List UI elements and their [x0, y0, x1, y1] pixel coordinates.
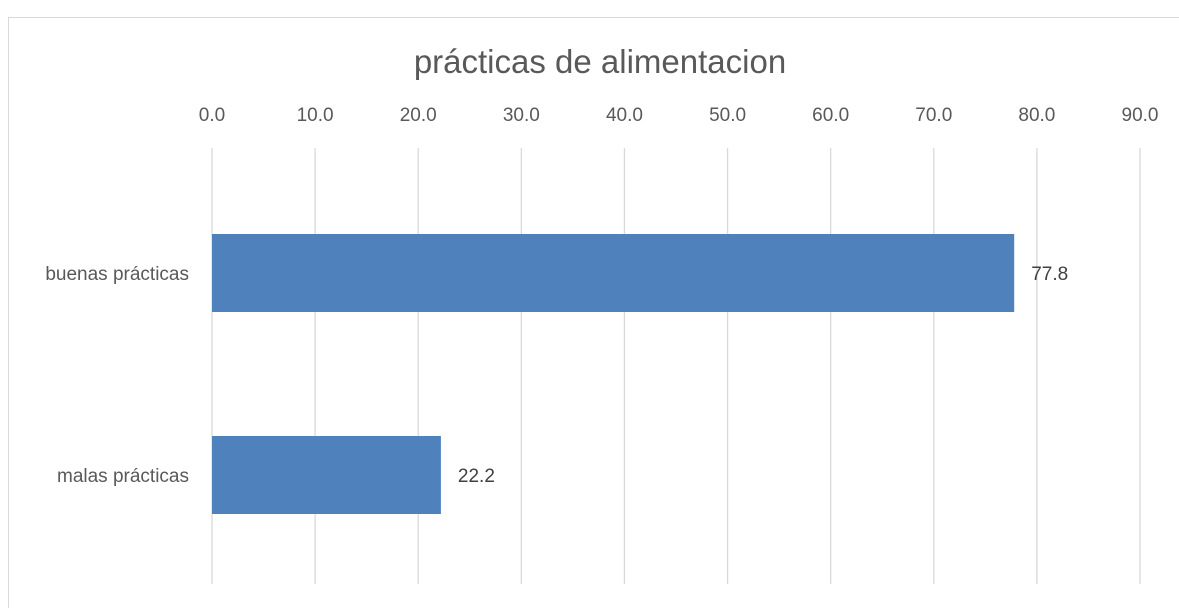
data-label: 22.2 — [458, 466, 495, 487]
x-tick-label: 30.0 — [503, 105, 540, 126]
category-label: buenas prácticas — [45, 264, 189, 285]
x-tick-label: 70.0 — [915, 105, 952, 126]
x-tick-label: 60.0 — [812, 105, 849, 126]
x-tick-label: 90.0 — [1122, 105, 1159, 126]
category-labels: buenas prácticas malas prácticas — [45, 264, 189, 487]
x-tick-label: 50.0 — [709, 105, 746, 126]
data-label: 77.8 — [1031, 264, 1068, 285]
bar-buenas-practicas — [212, 234, 1015, 312]
category-label: malas prácticas — [57, 466, 189, 487]
chart-frame — [8, 17, 1179, 608]
x-tick-label: 40.0 — [606, 105, 643, 126]
bar-malas-practicas — [212, 436, 441, 514]
gridlines — [211, 148, 1141, 584]
x-tick-label: 10.0 — [297, 105, 334, 126]
data-labels: 77.8 22.2 — [458, 264, 1068, 487]
chart-title: prácticas de alimentacion — [414, 43, 786, 80]
x-tick-label: 80.0 — [1018, 105, 1055, 126]
x-tick-label: 20.0 — [400, 105, 437, 126]
x-tick-label: 0.0 — [199, 105, 225, 126]
bars — [212, 234, 1015, 514]
x-axis-tick-labels: 0.0 10.0 20.0 30.0 40.0 50.0 60.0 70.0 80.0 90.0 — [199, 105, 1159, 126]
